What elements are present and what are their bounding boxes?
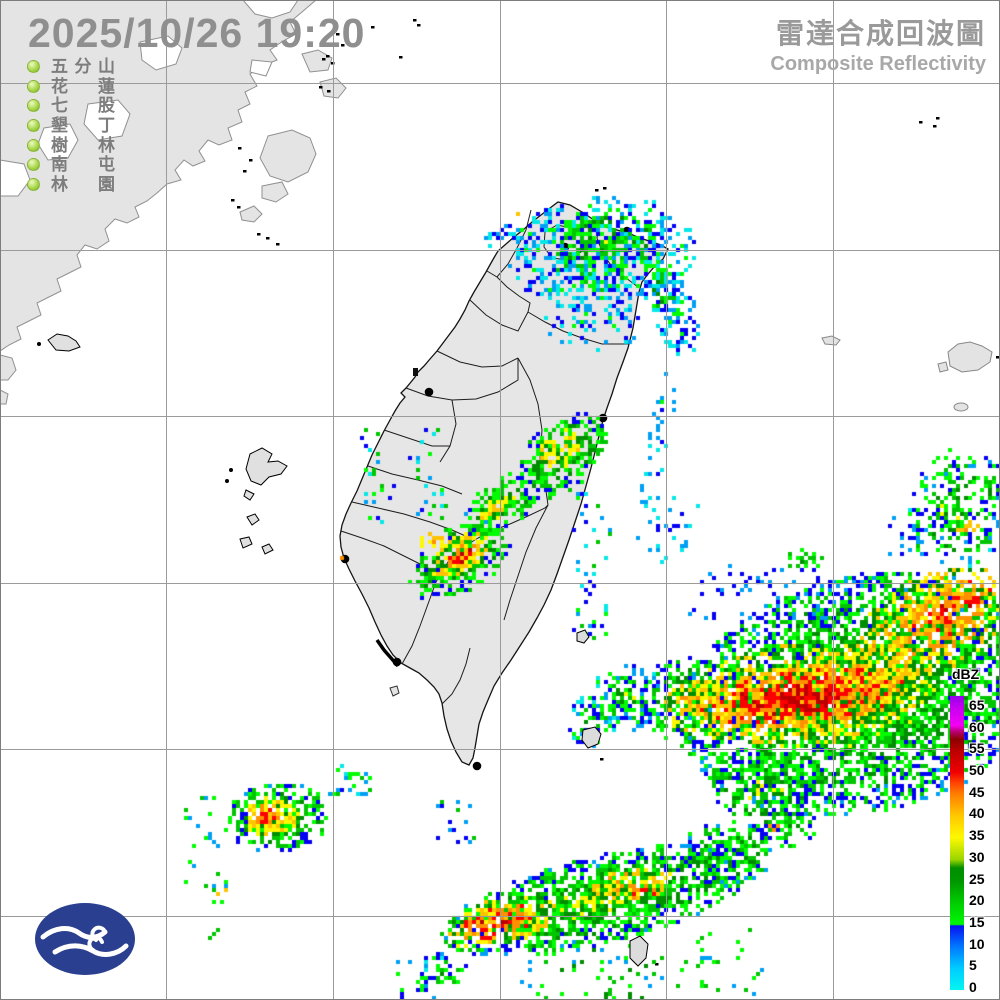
lanyu-island [581,726,602,749]
batanes-island [629,935,649,967]
green-island [576,629,590,644]
